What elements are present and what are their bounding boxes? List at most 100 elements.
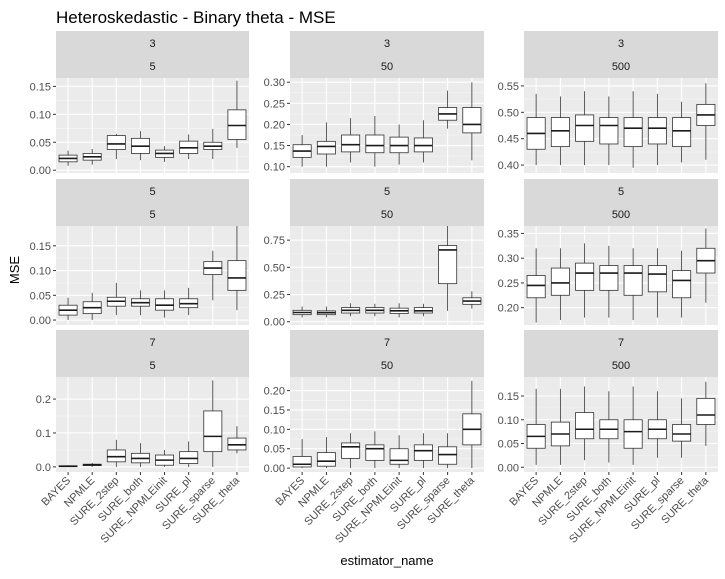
strip-label-row: 7 [618, 337, 624, 349]
y-tick-label: 0.15 [498, 391, 519, 403]
box-iqr [647, 265, 667, 293]
box-sure-pl [179, 134, 199, 160]
box-sure-sparse [672, 398, 692, 458]
box-sure-theta [696, 228, 716, 303]
box-sure-theta [227, 80, 247, 148]
box-sure-2step [575, 243, 595, 318]
box-sure-both [599, 96, 619, 166]
y-tick-label: 0.55 [498, 81, 519, 93]
box-iqr [365, 134, 385, 154]
box-sure-pl [647, 248, 667, 318]
y-tick-label: 0.35 [498, 228, 519, 240]
box-sure-2step [106, 439, 126, 467]
box-sure-2step [341, 303, 361, 317]
facet-strip [290, 179, 484, 226]
box-sure-sparse [672, 101, 692, 163]
box-iqr [575, 262, 595, 291]
box-iqr [672, 424, 692, 442]
box-iqr [672, 117, 692, 148]
box-iqr [623, 419, 643, 449]
box-npmle [316, 437, 336, 469]
box-npmle [316, 306, 336, 318]
y-tick-label: 0.0 [36, 462, 51, 474]
box-sure-pl [413, 433, 433, 469]
y-tick-label: 0.05 [498, 439, 519, 451]
box-sure-sparse [203, 250, 223, 301]
panel-background [290, 78, 484, 173]
y-tick-label: 0.10 [30, 266, 51, 278]
box-npmle [550, 388, 570, 465]
box-iqr [227, 109, 247, 140]
box-bayes [58, 297, 78, 321]
box-npmle [550, 248, 570, 321]
strip-label-row: 7 [384, 337, 390, 349]
facet-panel: 750.00.10.2BAYESNPMLESURE_2stepSURE_both… [36, 330, 249, 546]
facet-panel: 3 500 0.40 0.45 0.50 0.55 [498, 31, 718, 173]
facet-strip [290, 330, 484, 377]
box-sure-npmleinit [155, 449, 175, 467]
box-iqr [672, 270, 692, 299]
strip-label-col: 50 [381, 209, 393, 221]
box-sure-2step [106, 282, 126, 316]
box-iqr [438, 245, 458, 285]
facet-strip [56, 31, 249, 78]
y-tick-label: 0.00 [30, 315, 51, 327]
y-tick-label: 0.30 [264, 77, 285, 89]
box-iqr [550, 117, 570, 148]
strip-label-row: 3 [384, 38, 390, 50]
box-iqr [179, 451, 199, 464]
box-npmle [82, 462, 102, 467]
box-iqr [575, 114, 595, 142]
box-sure-pl [413, 303, 433, 317]
facet-strip [290, 31, 484, 78]
y-tick-label: 0.30 [498, 253, 519, 265]
box-iqr [599, 117, 619, 145]
box-npmle [82, 148, 102, 165]
box-sure-2step [575, 91, 595, 166]
facet-strip [56, 179, 249, 226]
box-sure-theta [462, 291, 482, 309]
box-sure-2step [106, 133, 126, 160]
y-tick-label: 0.25 [264, 98, 285, 110]
strip-label-row: 7 [149, 337, 155, 349]
box-sure-npmleinit [389, 124, 409, 165]
box-sure-both [365, 116, 385, 167]
facet-strip [524, 31, 718, 78]
facet-panel: 5 500 0.20 0.25 0.30 0.35 [498, 179, 718, 325]
box-iqr [462, 107, 482, 134]
box-sure-sparse [438, 226, 458, 311]
facet-panel: 5 5 0.00 0.05 0.10 0.15 [30, 179, 249, 327]
box-npmle [82, 292, 102, 321]
box-bayes [58, 150, 78, 166]
box-sure-theta [462, 82, 482, 161]
box-sure-theta [696, 381, 716, 446]
box-sure-both [365, 303, 385, 317]
y-tick-label: 0.05 [264, 444, 285, 456]
y-tick-label: 0.50 [264, 262, 285, 274]
strip-label-col: 50 [381, 61, 393, 73]
box-sure-npmleinit [389, 303, 409, 318]
box-iqr [106, 135, 126, 150]
y-tick-label: 0.20 [264, 386, 285, 398]
box-iqr [599, 265, 619, 291]
box-bayes [292, 439, 312, 469]
y-tick-label: 0.40 [498, 160, 519, 172]
box-sure-npmleinit [623, 91, 643, 168]
box-sure-theta [462, 380, 482, 469]
facet-panel: 75000.000.050.100.15BAYESNPMLESURE_2step… [498, 330, 718, 546]
box-sure-theta [227, 426, 247, 454]
box-iqr [316, 140, 336, 155]
box-sure-pl [179, 441, 199, 467]
box-iqr [623, 117, 643, 148]
box-sure-both [365, 431, 385, 469]
box-bayes [526, 93, 546, 166]
facet-panel: 5 50 0.00 0.25 0.50 0.75 [264, 179, 484, 329]
y-tick-label: 0.00 [264, 463, 285, 475]
y-tick-label: 0.10 [498, 415, 519, 427]
facet-strip [524, 330, 718, 377]
strip-label-row: 5 [149, 186, 155, 198]
facet-strip [524, 179, 718, 226]
chart-title: Heteroskedastic - Binary theta - MSE [56, 8, 336, 27]
